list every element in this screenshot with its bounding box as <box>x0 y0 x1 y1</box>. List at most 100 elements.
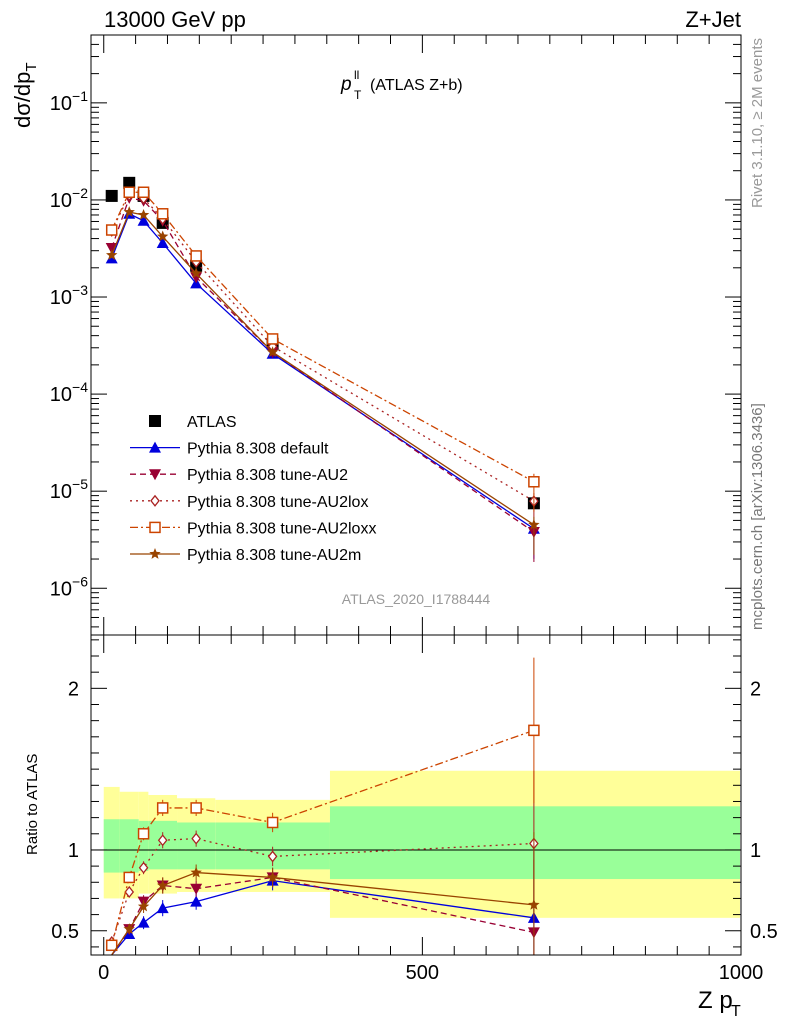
main-panel-frame <box>90 34 742 636</box>
legend-label: Pythia 8.308 tune-AU2m <box>187 547 361 564</box>
ratio-y-axis-label: Ratio to ATLAS <box>24 754 41 855</box>
process-label: Z+Jet <box>685 7 741 32</box>
data-point <box>137 209 150 220</box>
plot-title: p ll T (ATLAS Z+b) <box>340 68 463 102</box>
ratio-y-tick-label: 2 <box>68 678 79 700</box>
ratio-point <box>124 885 135 899</box>
legend-label: Pythia 8.308 tune-AU2lox <box>187 494 368 511</box>
ratio-point <box>191 832 201 845</box>
ratio-point <box>156 802 169 814</box>
legend-label: ATLAS <box>187 414 237 431</box>
ratio-point <box>190 802 202 814</box>
data-point <box>156 237 169 249</box>
series-atlas <box>105 176 540 510</box>
y-tick-label: 10−3 <box>50 282 88 309</box>
ratio-point <box>137 916 150 928</box>
legend-entry: Pythia 8.308 tune-AU2loxx <box>130 520 376 537</box>
data-point <box>266 333 279 345</box>
collision-label: 13000 GeV pp <box>104 7 246 32</box>
x-tick-label: 1000 <box>719 962 764 984</box>
data-point <box>105 224 118 236</box>
ratio-y-tick-label-right: 0.5 <box>750 921 778 943</box>
main-panel-ticks: 10−6 10−5 10−4 10−3 10−2 10−1 <box>50 34 742 635</box>
data-point <box>528 518 540 530</box>
ratio-point <box>137 900 150 912</box>
data-point <box>266 346 279 358</box>
legend-entry: ATLAS <box>149 414 237 431</box>
ratio-point <box>156 902 169 914</box>
band-inner <box>119 819 139 873</box>
legend-label: Pythia 8.308 tune-AU2 <box>187 467 348 484</box>
legend-entry: Pythia 8.308 default <box>130 441 329 458</box>
ratio-point <box>190 895 203 907</box>
ylabel-sub: T <box>23 62 40 71</box>
data-point <box>137 186 150 198</box>
legend-marker <box>150 494 160 507</box>
legend-label: Pythia 8.308 tune-AU2loxx <box>187 520 376 537</box>
series-au2loxx <box>105 186 540 512</box>
legend: ATLAS Pythia 8.308 default Pythia 8.308 tu… <box>130 414 376 564</box>
data-point <box>190 272 203 284</box>
ratio-point <box>266 816 279 829</box>
ratio-au2m <box>111 832 540 956</box>
data-point <box>123 186 135 198</box>
ratio-au2loxx <box>105 657 540 952</box>
x-tick-label: 0 <box>98 962 109 984</box>
series-au2m <box>106 206 540 555</box>
rivet-version-label: Rivet 3.1.10, ≥ 2M events <box>749 38 766 208</box>
ratio-y-tick-label-right: 2 <box>750 678 761 700</box>
ratio-panel-series <box>105 657 540 956</box>
y-tick-label: 10−5 <box>50 476 88 503</box>
x-tick-label: 500 <box>406 962 439 984</box>
title-sub: T <box>354 88 362 102</box>
svg-text:dσ/dpT: dσ/dpT <box>10 62 40 128</box>
y-tick-label: 10−1 <box>50 88 88 115</box>
y-tick-label: 10−6 <box>50 573 88 600</box>
legend-entry: Pythia 8.308 tune-AU2m <box>130 547 361 564</box>
ratio-y-tick-label: 0.5 <box>51 921 79 943</box>
ratio-point <box>157 834 168 847</box>
ratio-point <box>528 898 540 910</box>
ylabel-main: dσ/dp <box>10 72 35 128</box>
data-point <box>105 252 118 264</box>
ratio-panel-frame <box>90 634 742 956</box>
ratio-uncertainty-bands <box>91 770 741 918</box>
legend-entry: Pythia 8.308 tune-AU2 <box>130 467 348 484</box>
ratio-point <box>267 850 278 863</box>
legend-marker <box>149 441 161 453</box>
ratio-point <box>105 939 118 952</box>
data-point <box>105 242 118 254</box>
data-point <box>528 476 540 488</box>
ratio-point <box>137 828 150 840</box>
ratio-point <box>123 923 135 934</box>
xlabel-main: Z p <box>698 987 733 1014</box>
legend-marker <box>149 415 161 427</box>
band-inner <box>138 820 149 871</box>
data-point <box>190 267 202 279</box>
data-point <box>105 189 118 202</box>
ratio-point <box>138 861 149 874</box>
ratio-point <box>157 879 169 891</box>
ratio-point <box>528 724 540 737</box>
legend-marker <box>149 469 161 481</box>
ratio-y-tick-label: 1 <box>68 840 79 862</box>
main-panel-series <box>105 176 540 562</box>
x-axis-label: Z p T <box>698 987 741 1020</box>
data-point <box>123 176 136 189</box>
legend-marker <box>149 521 161 534</box>
xlabel-sub: T <box>731 1003 741 1020</box>
legend-entry: Pythia 8.308 tune-AU2lox <box>130 494 368 511</box>
data-point <box>156 208 169 220</box>
band-inner <box>103 819 120 873</box>
data-point <box>190 250 202 262</box>
legend-marker <box>149 548 161 559</box>
ratio-point <box>123 871 135 884</box>
main-y-axis-label: dσ/dpT <box>10 62 40 128</box>
title-sup: ll <box>354 68 359 82</box>
mcplots-label: mcplots.cern.ch [arXiv:1306.3436] <box>749 403 766 630</box>
y-tick-label: 10−4 <box>50 379 88 406</box>
data-point <box>123 206 135 217</box>
ratio-point <box>266 871 279 883</box>
ratio-y-tick-label-right: 1 <box>750 840 761 862</box>
